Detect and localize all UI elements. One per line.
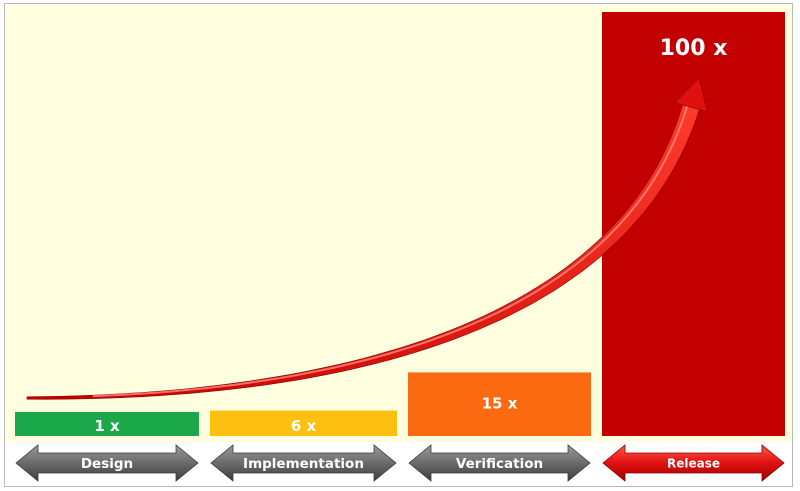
phase-arrow-design [15, 444, 199, 482]
phase-label-implementation: Implementation [243, 456, 364, 472]
phase-label-design: Design [81, 456, 133, 472]
phase-arrow-release [602, 444, 785, 482]
chart-canvas: 1 x 6 x 15 x 100 x Design Implementation Veri… [6, 5, 791, 482]
value-label-implementation: 6 x [291, 417, 317, 435]
phase-arrow-implementation [210, 444, 397, 482]
phase-arrows-layer: Design Implementation Verification Release [15, 444, 785, 482]
trend-arrow-head [674, 77, 708, 113]
trend-arrow-highlight [92, 97, 691, 398]
phase-label-release: Release [667, 457, 720, 471]
bar-implementation [210, 410, 397, 436]
bar-design [15, 412, 199, 436]
phase-arrow-verification [408, 444, 591, 482]
value-label-verification: 15 x [482, 394, 518, 412]
bar-verification [408, 372, 591, 436]
trend-arrow [26, 77, 708, 400]
value-label-design: 1 x [94, 417, 120, 435]
value-labels-layer: 1 x 6 x 15 x 100 x [94, 36, 727, 435]
value-label-release: 100 x [660, 36, 728, 61]
phase-label-verification: Verification [456, 456, 543, 472]
cost-of-defects-chart: 1 x 6 x 15 x 100 x Design Implementation Veri… [4, 3, 793, 487]
